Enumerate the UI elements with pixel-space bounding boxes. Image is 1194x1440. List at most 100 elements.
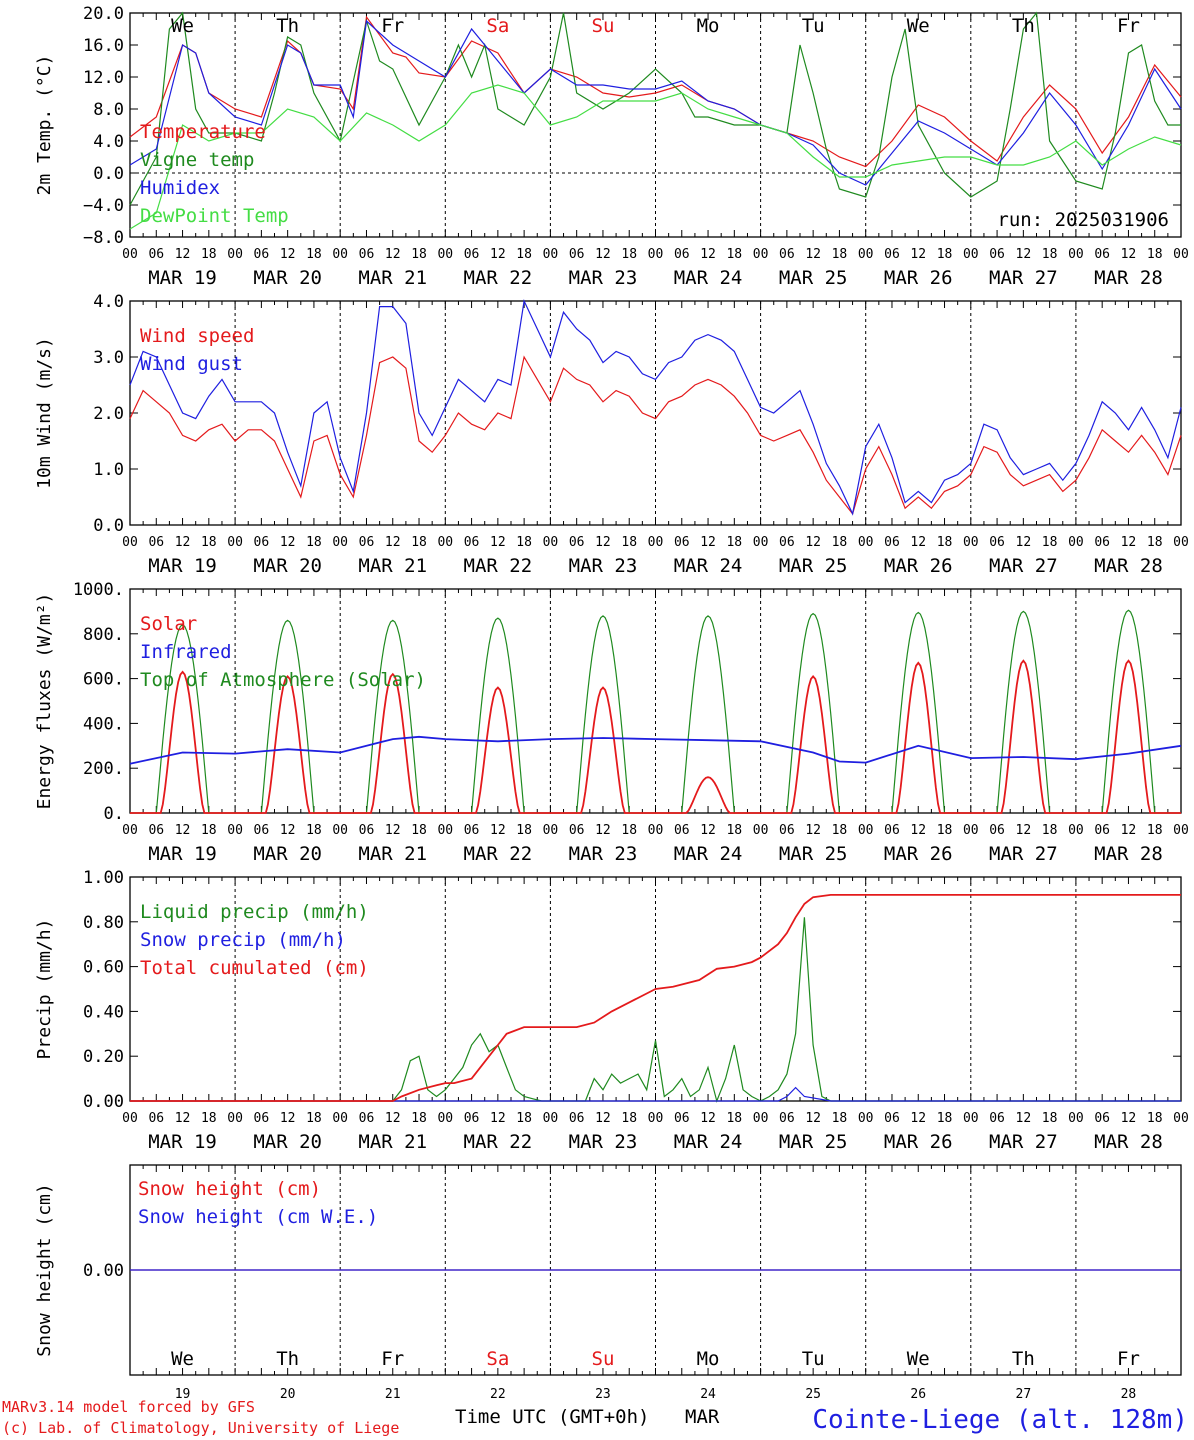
hour-tick-label: 18: [516, 247, 532, 262]
hour-tick-label: 00: [963, 535, 979, 550]
legend-entry: DewPoint Temp: [140, 205, 289, 227]
hour-tick-label: 06: [779, 535, 795, 550]
hour-tick-label: 12: [805, 535, 821, 550]
hour-tick-label: 18: [832, 247, 848, 262]
y-tick-label: 0.: [104, 804, 124, 824]
hour-tick-label: 06: [989, 247, 1005, 262]
hour-tick-label: 12: [385, 1111, 401, 1126]
hour-tick-label: 12: [595, 1111, 611, 1126]
hour-tick-label: 18: [726, 1111, 742, 1126]
series-total-cumulated-cm: [130, 894, 1181, 1102]
hour-tick-label: 06: [464, 823, 480, 838]
y-axis-label: 10m Wind (m/s): [34, 337, 55, 489]
date-label: MAR 23: [569, 843, 638, 865]
hour-tick-label: 00: [227, 535, 243, 550]
hour-tick-label: 06: [674, 823, 690, 838]
hour-tick-label: 18: [1042, 823, 1058, 838]
day-number-label: 20: [280, 1387, 296, 1402]
credit-line-2: (c) Lab. of Climatology, University of L…: [2, 1419, 399, 1437]
weekday-label: Fr: [381, 1348, 404, 1370]
hour-tick-label: 00: [753, 823, 769, 838]
hour-tick-label: 00: [858, 535, 874, 550]
hour-tick-label: 18: [1147, 823, 1163, 838]
hour-tick-label: 18: [201, 823, 217, 838]
legend-entry: Wind gust: [140, 353, 243, 375]
hour-tick-label: 06: [989, 535, 1005, 550]
hour-tick-label: 06: [254, 247, 270, 262]
weekday-label: Fr: [1117, 1348, 1140, 1370]
hour-tick-label: 18: [516, 535, 532, 550]
hour-tick-label: 12: [175, 1111, 191, 1126]
hour-tick-label: 00: [753, 1111, 769, 1126]
y-tick-label: 0.40: [83, 1002, 124, 1022]
hour-tick-label: 06: [254, 1111, 270, 1126]
legend-entry: Solar: [140, 613, 197, 635]
hour-tick-label: 12: [1016, 1111, 1032, 1126]
date-label: MAR 21: [358, 267, 427, 289]
y-tick-label: 1000.: [73, 580, 124, 600]
y-tick-label: 12.0: [83, 68, 124, 88]
day-number-label: 27: [1016, 1387, 1032, 1402]
hour-tick-label: 00: [963, 823, 979, 838]
series-liquid-precip-mm-h: [130, 917, 1181, 1103]
y-tick-label: 2.0: [93, 404, 124, 424]
hour-tick-label: 18: [1042, 1111, 1058, 1126]
hour-tick-label: 06: [254, 823, 270, 838]
hour-tick-label: 00: [1068, 535, 1084, 550]
x-axis-title: Time UTC (GMT+0h): [455, 1406, 649, 1428]
y-tick-label: 0.0: [93, 164, 124, 184]
hour-tick-label: 06: [464, 1111, 480, 1126]
weekday-label: Th: [276, 1348, 299, 1370]
hour-tick-label: 12: [910, 1111, 926, 1126]
hour-tick-label: 18: [201, 247, 217, 262]
date-label: MAR 20: [253, 267, 322, 289]
series-wind-speed: [129, 355, 1182, 516]
weekday-label: Sa: [486, 15, 509, 37]
weekday-label: We: [171, 1348, 194, 1370]
hour-tick-label: 00: [227, 823, 243, 838]
hour-tick-label: 18: [937, 535, 953, 550]
hour-tick-label: 12: [595, 823, 611, 838]
hour-tick-label: 06: [884, 535, 900, 550]
date-label: MAR 28: [1094, 555, 1163, 577]
date-label: MAR 22: [464, 1131, 533, 1153]
hour-tick-label: 12: [700, 823, 716, 838]
date-label: MAR 26: [884, 267, 953, 289]
series-temperature: [129, 15, 1182, 168]
hour-tick-label: 06: [148, 1111, 164, 1126]
hour-tick-label: 00: [1173, 823, 1189, 838]
date-label: MAR 27: [989, 1131, 1058, 1153]
hour-tick-label: 00: [1173, 1111, 1189, 1126]
day-number-label: 25: [805, 1387, 821, 1402]
hour-tick-label: 18: [306, 1111, 322, 1126]
hour-tick-label: 06: [569, 247, 585, 262]
infrared-series: [129, 735, 1182, 765]
hour-tick-label: 00: [963, 1111, 979, 1126]
hour-tick-label: 00: [1173, 247, 1189, 262]
hour-tick-label: 18: [1042, 535, 1058, 550]
hour-tick-label: 06: [569, 535, 585, 550]
hour-tick-label: 12: [1121, 247, 1137, 262]
date-label: MAR 24: [674, 555, 743, 577]
hour-tick-label: 12: [805, 247, 821, 262]
hour-tick-label: 06: [989, 1111, 1005, 1126]
hour-tick-label: 06: [359, 823, 375, 838]
date-label: MAR 27: [989, 843, 1058, 865]
hour-tick-label: 00: [227, 247, 243, 262]
y-tick-label: 200.: [83, 759, 124, 779]
hour-tick-label: 18: [726, 823, 742, 838]
hour-tick-label: 06: [989, 823, 1005, 838]
hour-tick-label: 00: [858, 1111, 874, 1126]
y-tick-label: 1.0: [93, 460, 124, 480]
hour-tick-label: 18: [832, 535, 848, 550]
hour-tick-label: 00: [963, 247, 979, 262]
weekday-label: We: [907, 15, 930, 37]
date-label: MAR 20: [253, 843, 322, 865]
date-label: MAR 23: [569, 267, 638, 289]
y-tick-label: 800.: [83, 625, 124, 645]
y-tick-label: 0.80: [83, 913, 124, 933]
hour-tick-label: 00: [543, 535, 559, 550]
day-number-label: 28: [1121, 1387, 1137, 1402]
hour-tick-label: 06: [779, 823, 795, 838]
hour-tick-label: 00: [332, 247, 348, 262]
